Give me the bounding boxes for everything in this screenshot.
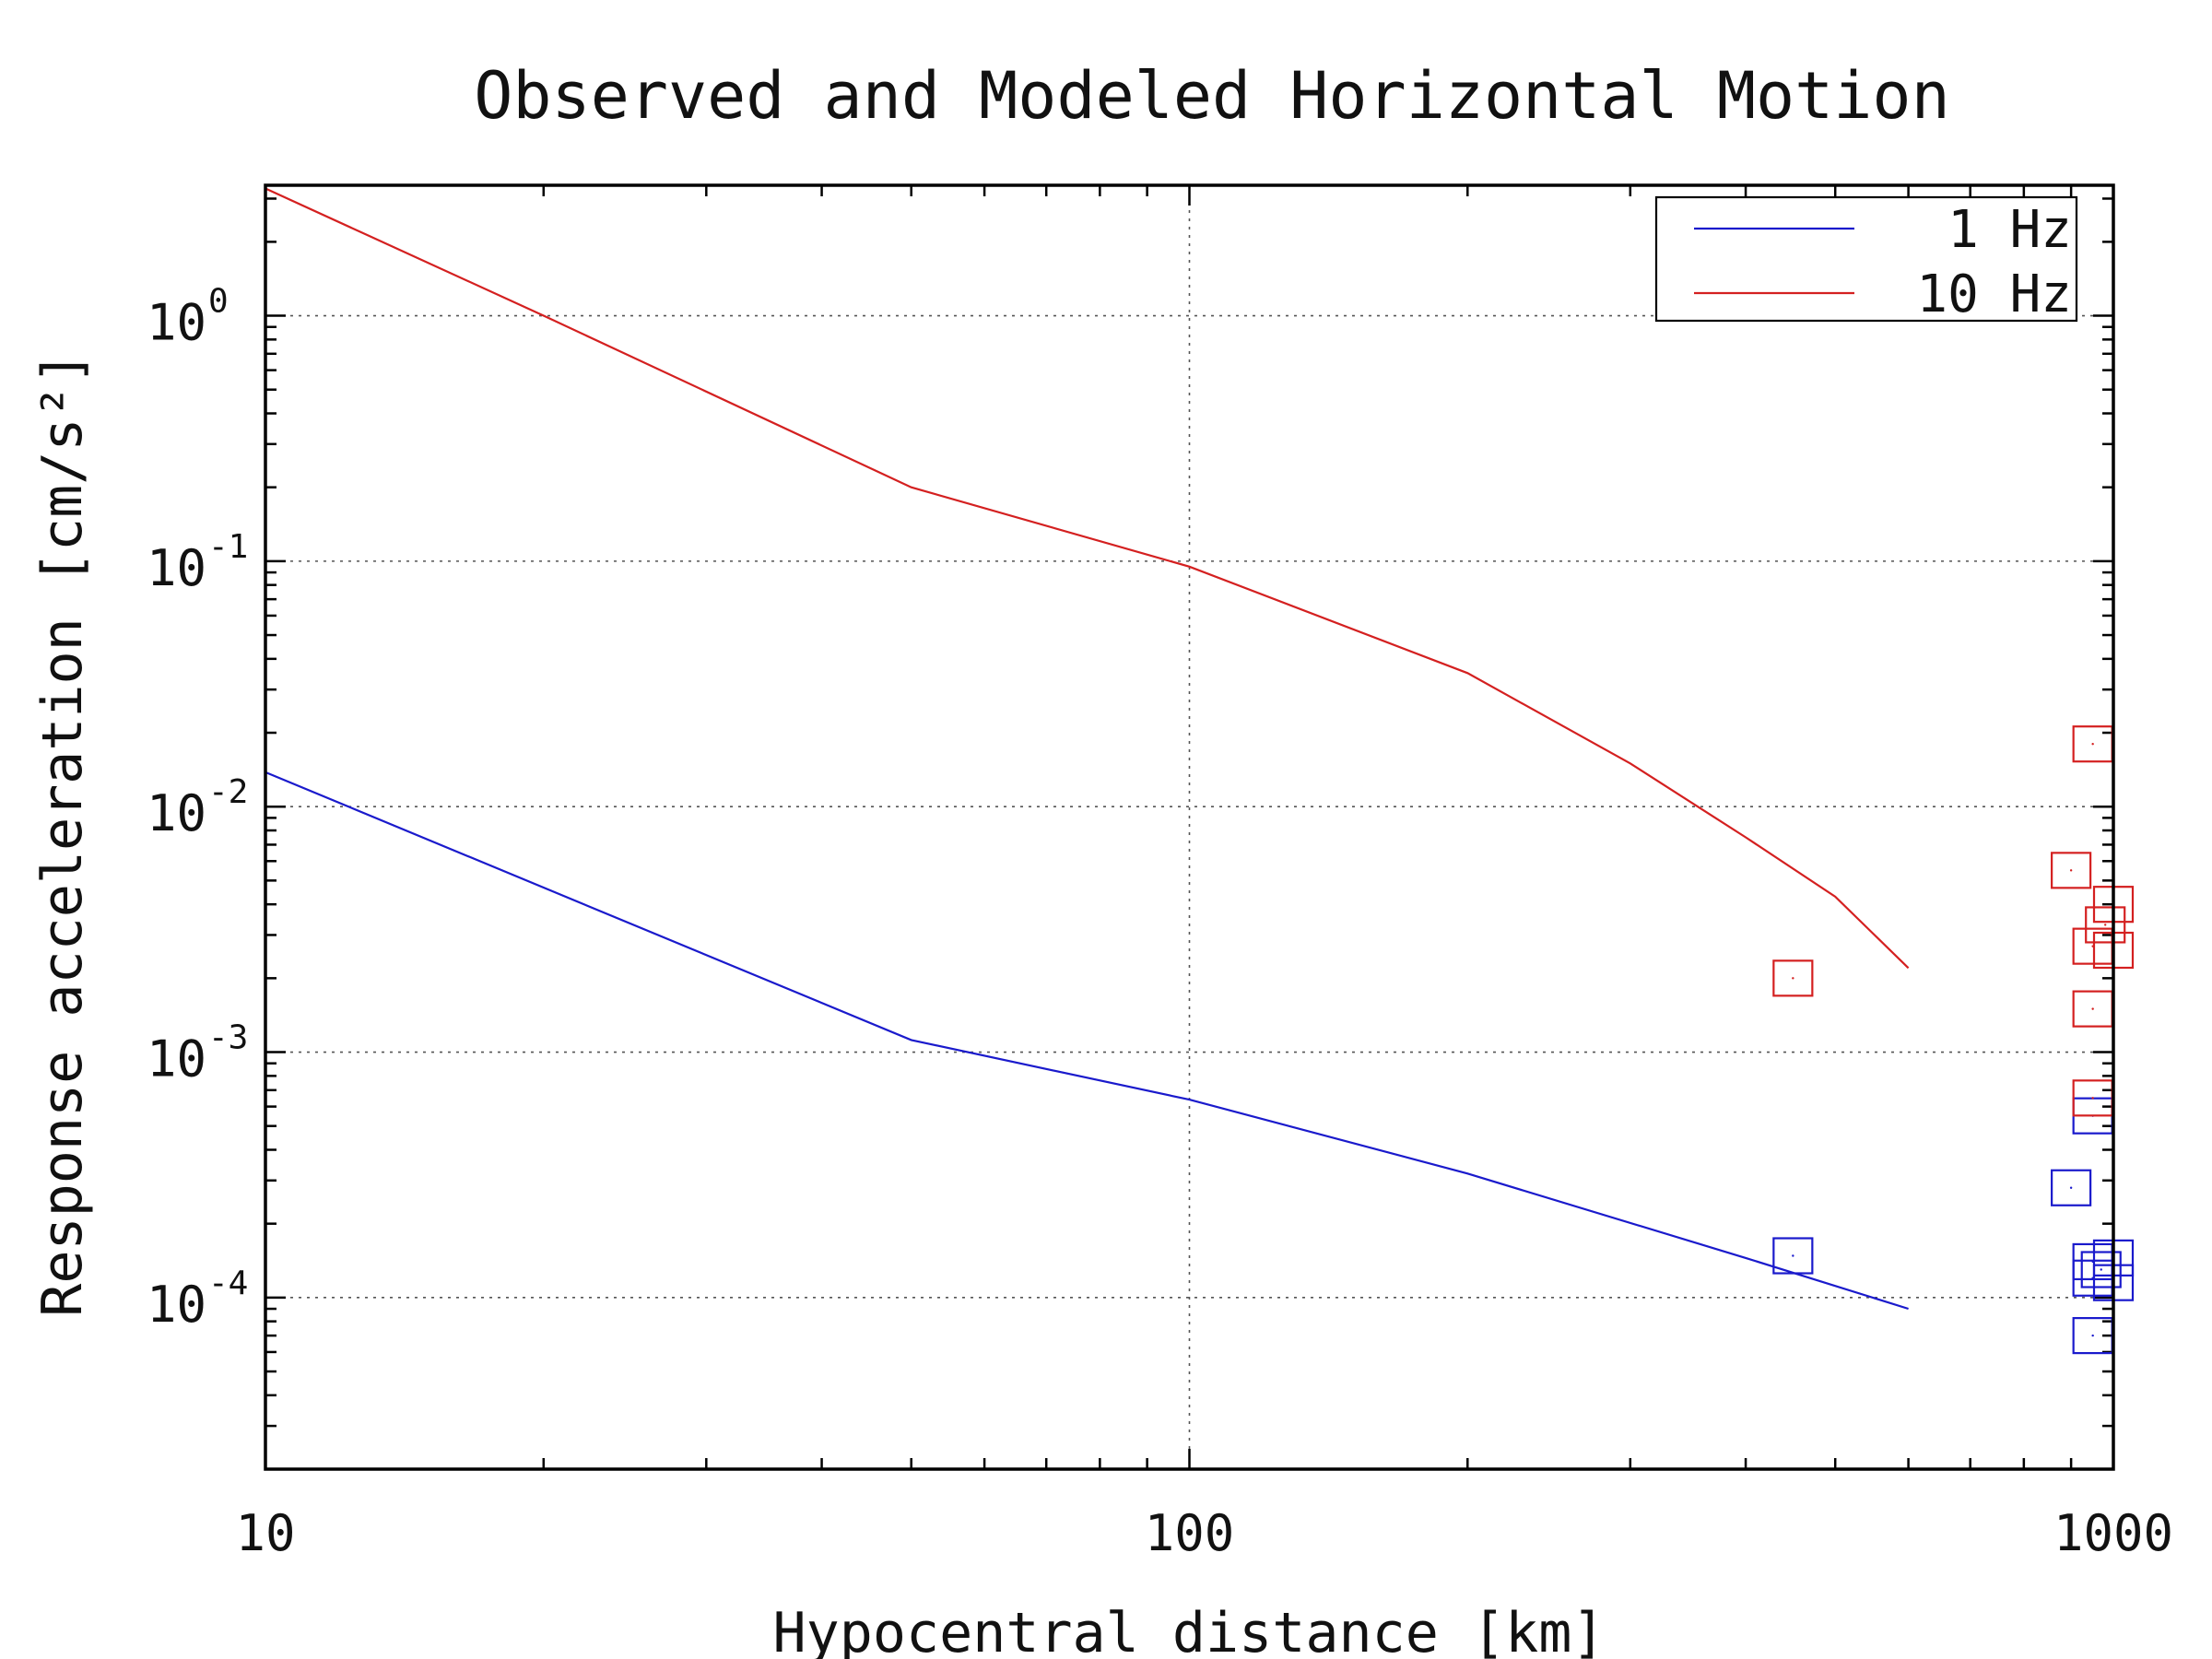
observed-marker [2051,852,2092,889]
model-line [265,771,1909,1311]
observed-marker-dot [2069,1186,2073,1189]
x-tick-label: 100 [1145,1504,1235,1562]
y-tick-label: 10 [147,539,206,597]
observed-marker-dot [1792,977,1794,980]
observed-marker [2051,1169,2092,1206]
x-tick-label: 10 [235,1504,295,1562]
observed-marker-dot [2104,924,2107,926]
y-tick-exponent: 0 [208,283,229,321]
model-line [265,187,1910,970]
plot-series [265,187,2135,1355]
observed-marker-dot [1792,1254,1794,1257]
observed-marker [1772,959,1814,997]
observed-marker-dot [2091,1007,2094,1010]
observed-marker-dot [2091,1334,2094,1337]
observed-marker-dot [2100,1268,2102,1271]
chart-title: Observed and Modeled Horizontal Motion [474,58,1949,134]
observed-marker [1772,1237,1814,1275]
grid-lines [265,185,2113,1469]
y-tick-exponent: -2 [208,773,248,811]
observed-marker-dot [2091,743,2094,746]
legend-box [1654,195,2078,323]
y-tick-label: 10 [147,1276,206,1334]
plot-frame [264,183,2115,1471]
y-tick-exponent: -1 [208,528,248,566]
observed-marker [2085,906,2126,944]
legend-label: 1 Hz [1947,200,2072,260]
y-tick-exponent: -4 [208,1265,248,1302]
y-tick-exponent: -3 [208,1019,248,1057]
observed-marker-dot [2091,1097,2094,1100]
y-axis-label: Response acceleration [cm/s²] [30,351,95,1317]
y-tick-label: 10 [147,784,206,842]
y-tick-label: 10 [147,1030,206,1088]
observed-marker [2080,1251,2122,1288]
x-tick-label: 1000 [2053,1504,2173,1562]
y-tick-label: 10 [147,294,206,352]
x-axis-label: Hypocentral distance [km] [772,1601,1605,1659]
legend-label: 10 Hz [1916,265,2072,324]
observed-marker-dot [2069,869,2073,872]
